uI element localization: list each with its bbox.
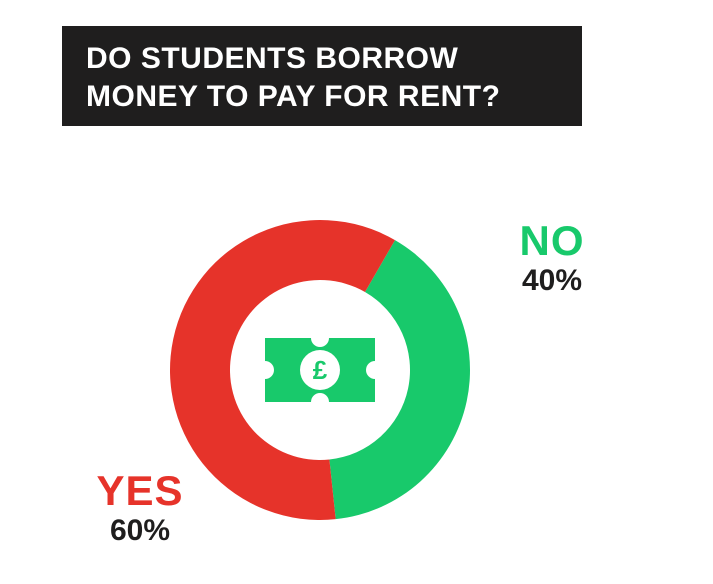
pound-banknote-icon: £ — [265, 338, 375, 402]
label-no-word: NO — [492, 220, 612, 262]
label-no-percent: 40% — [492, 266, 612, 296]
label-no: NO 40% — [492, 220, 612, 296]
svg-text:£: £ — [313, 355, 328, 385]
label-yes-percent: 60% — [80, 516, 200, 546]
label-yes-word: YES — [80, 470, 200, 512]
label-yes: YES 60% — [80, 470, 200, 546]
